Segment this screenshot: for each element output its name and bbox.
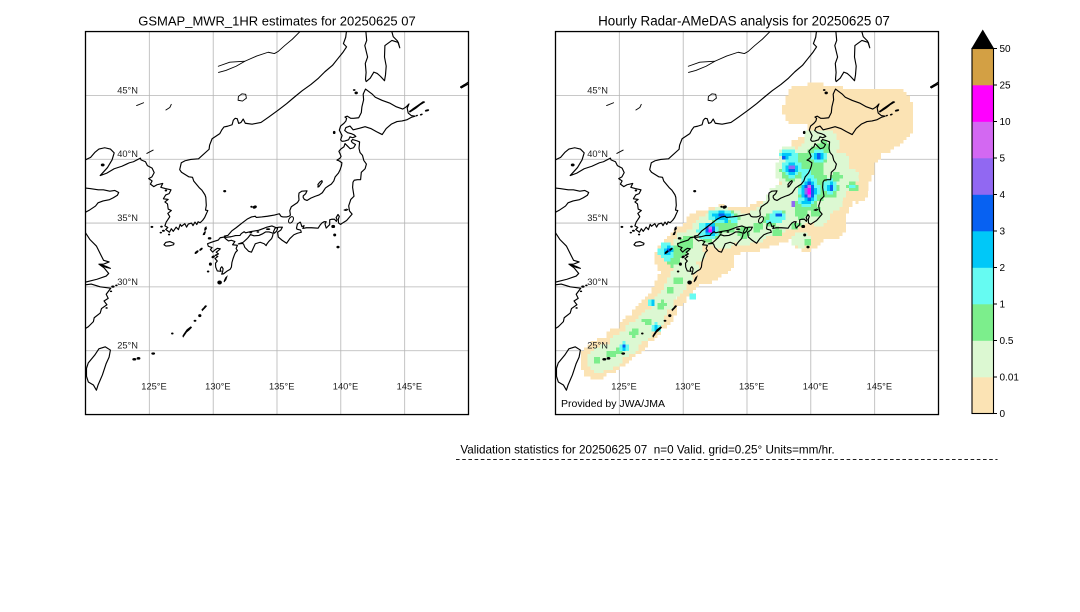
svg-text:135°E: 135°E <box>269 382 294 392</box>
svg-text:Hourly Radar-AMeDAS analysis f: Hourly Radar-AMeDAS analysis for 2025062… <box>598 14 890 29</box>
svg-text:Validation statistics for 2025: Validation statistics for 20250625 07 n=… <box>460 444 834 457</box>
svg-text:0.5: 0.5 <box>1000 336 1014 347</box>
svg-text:45°N: 45°N <box>587 85 608 95</box>
svg-text:0.01: 0.01 <box>1000 373 1020 384</box>
svg-text:0: 0 <box>1000 409 1006 420</box>
svg-text:35°N: 35°N <box>587 213 608 223</box>
svg-text:35°N: 35°N <box>117 213 138 223</box>
svg-text:40°N: 40°N <box>587 149 608 159</box>
svg-text:25: 25 <box>1000 81 1012 92</box>
svg-text:GSMAP_MWR_1HR estimates for 20: GSMAP_MWR_1HR estimates for 20250625 07 <box>138 14 415 29</box>
svg-text:25°N: 25°N <box>587 341 608 351</box>
svg-text:130°E: 130°E <box>205 382 230 392</box>
svg-text:145°E: 145°E <box>397 382 422 392</box>
svg-text:30°N: 30°N <box>117 277 138 287</box>
svg-text:Provided by JWA/JMA: Provided by JWA/JMA <box>561 398 665 410</box>
svg-text:30°N: 30°N <box>587 277 608 287</box>
svg-text:1: 1 <box>1000 300 1006 311</box>
svg-text:40°N: 40°N <box>117 149 138 159</box>
svg-text:2: 2 <box>1000 263 1006 274</box>
svg-text:50: 50 <box>1000 44 1012 55</box>
svg-text:130°E: 130°E <box>675 382 700 392</box>
svg-text:140°E: 140°E <box>333 382 358 392</box>
svg-text:5: 5 <box>1000 154 1006 165</box>
svg-text:3: 3 <box>1000 227 1006 238</box>
svg-text:4: 4 <box>1000 190 1006 201</box>
svg-text:125°E: 125°E <box>611 382 636 392</box>
svg-text:45°N: 45°N <box>117 85 138 95</box>
svg-text:145°E: 145°E <box>867 382 892 392</box>
svg-text:10: 10 <box>1000 117 1012 128</box>
svg-text:25°N: 25°N <box>117 341 138 351</box>
svg-text:125°E: 125°E <box>141 382 166 392</box>
svg-text:140°E: 140°E <box>803 382 828 392</box>
svg-text:135°E: 135°E <box>739 382 764 392</box>
